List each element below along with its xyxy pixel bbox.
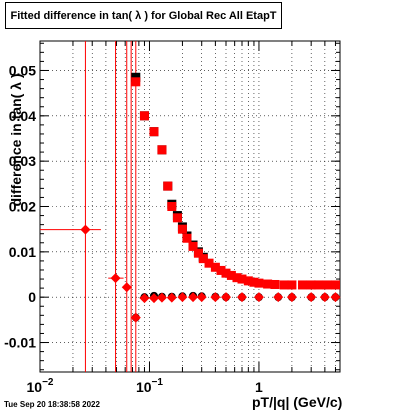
data-point-diamond [236,292,247,303]
data-point-diamond [149,293,160,304]
y-tick-label: 0.01 [9,244,36,260]
data-point-square [279,280,289,290]
data-point-square [210,262,220,272]
data-point-square [204,258,214,268]
data-point-square [221,268,231,278]
y-tick-label: 0.02 [9,199,36,215]
data-point-diamond [188,292,199,303]
data-point-diamond [156,292,167,303]
data-point-diamond [306,292,317,303]
y-tick-label: 0.03 [9,153,36,169]
data-point-square [167,202,177,211]
data-point-square [216,265,226,275]
y-axis-label: difference in tan( λ ) [8,73,24,207]
data-point-square [163,181,173,191]
data-point-diamond [196,292,207,303]
data-point-square [139,111,149,121]
data-point-square [322,280,332,290]
y-tick-label: 0 [28,289,36,305]
data-point-diamond [330,292,341,303]
data-point-square [254,278,264,288]
data-point-diamond [166,292,177,303]
x-axis-label: pT/|q| (GeV/c) [252,394,343,410]
data-point-diamond [80,224,91,235]
data-point-square [270,279,280,289]
data-point-diamond [210,292,221,303]
y-tick-label: 0.05 [9,62,36,78]
data-point-square [237,274,247,284]
series-1 [131,77,340,290]
data-point-square [287,280,297,290]
series-3 [40,224,341,323]
x-tick-label: 10−2 [27,377,54,395]
data-point-diamond [177,292,188,303]
y-tick-label: 0.04 [9,108,36,124]
data-point-square [149,127,159,137]
data-point-square [177,224,187,234]
data-point-diamond [139,293,150,304]
data-point-square [243,276,253,286]
data-point-square [226,270,236,280]
data-point-square [193,248,203,258]
x-tick-label: 1 [255,379,263,395]
data-point-square [232,273,242,283]
y-tick-label: -0.01 [4,335,36,351]
data-point-square [314,280,324,290]
data-point-diamond [319,292,330,303]
data-point-square [182,233,192,243]
data-point-square [188,241,198,251]
data-point-square [249,277,259,287]
data-point-diamond [286,292,297,303]
data-point-square [330,280,340,290]
data-point-diamond [110,273,121,284]
data-point-square [298,280,308,290]
data-point-square [263,279,273,289]
data-point-square [198,254,208,264]
data-point-diamond [273,292,284,303]
data-point-square [131,77,141,87]
data-point-diamond [130,312,141,323]
timestamp: Tue Sep 20 18:38:58 2022 [4,400,100,409]
data-point-square [306,280,316,290]
data-point-diamond [121,282,132,293]
chart-title: Fitted difference in tan( λ ) for Global… [5,2,282,29]
data-point-diamond [220,292,231,303]
data-point-square [172,213,182,223]
series-0 [131,72,208,262]
data-point-square [131,72,141,82]
data-point-diamond [253,292,264,303]
data-point-square [157,145,167,155]
x-tick-label: 10−1 [136,377,163,395]
